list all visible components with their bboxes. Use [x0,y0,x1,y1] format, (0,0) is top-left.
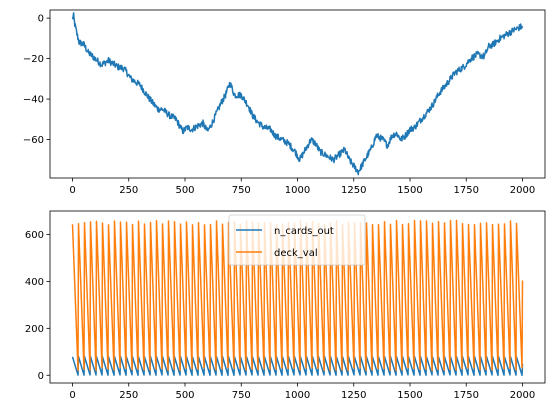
x-tick-label: 1000 [285,390,310,401]
series-group [71,12,524,176]
x-tick-label: 500 [175,390,194,401]
y-tick-label: 400 [25,277,44,288]
x-tick-label: 1750 [454,185,479,196]
x-tick-label: 500 [175,185,194,196]
x-tick-label: 250 [119,185,138,196]
series-line-n-cards-out [71,355,524,377]
y-tick-label: 0 [38,371,44,382]
axis-ticks: 0 250 500 750 1000 1250 1500 1750 2000 0 −20 −40 −60 [23,14,535,196]
legend: n_cards_out deck_val [228,214,366,266]
y-tick-label: 600 [25,230,44,241]
legend-box [228,214,366,266]
axis-ticks: 0 250 500 750 1000 1250 1500 1750 2000 0 200 400 600 [25,230,535,401]
series-group [71,219,524,377]
x-tick-label: 1750 [454,390,479,401]
x-tick-label: 250 [119,390,138,401]
x-tick-label: 1500 [397,390,422,401]
y-tick-label: 0 [38,14,44,25]
x-tick-label: 750 [232,390,251,401]
y-tick-label: −20 [23,54,44,65]
x-tick-label: 2000 [510,185,535,196]
y-tick-label: −60 [23,135,44,146]
plot-frame [49,9,546,179]
y-tick-label: 200 [25,324,44,335]
legend-label-deck-val: deck_val [274,248,318,259]
x-tick-label: 1250 [341,390,366,401]
series-line-deck-val [71,219,524,372]
x-tick-label: 1250 [341,185,366,196]
x-tick-label: 2000 [510,390,535,401]
y-tick-label: −40 [23,95,44,106]
x-tick-label: 750 [232,185,251,196]
x-tick-label: 0 [69,390,75,401]
chart-deck: 0 250 500 750 1000 1250 1500 1750 2000 0 200 400 600… [25,210,546,401]
x-tick-label: 1000 [285,185,310,196]
chart-cumulative: 0 250 500 750 1000 1250 1500 1750 2000 0 −20 −40 −60 [23,9,546,196]
series-line-series-0 [71,12,524,176]
legend-label-n-cards-out: n_cards_out [274,226,334,237]
x-tick-label: 1500 [397,185,422,196]
x-tick-label: 0 [69,185,75,196]
